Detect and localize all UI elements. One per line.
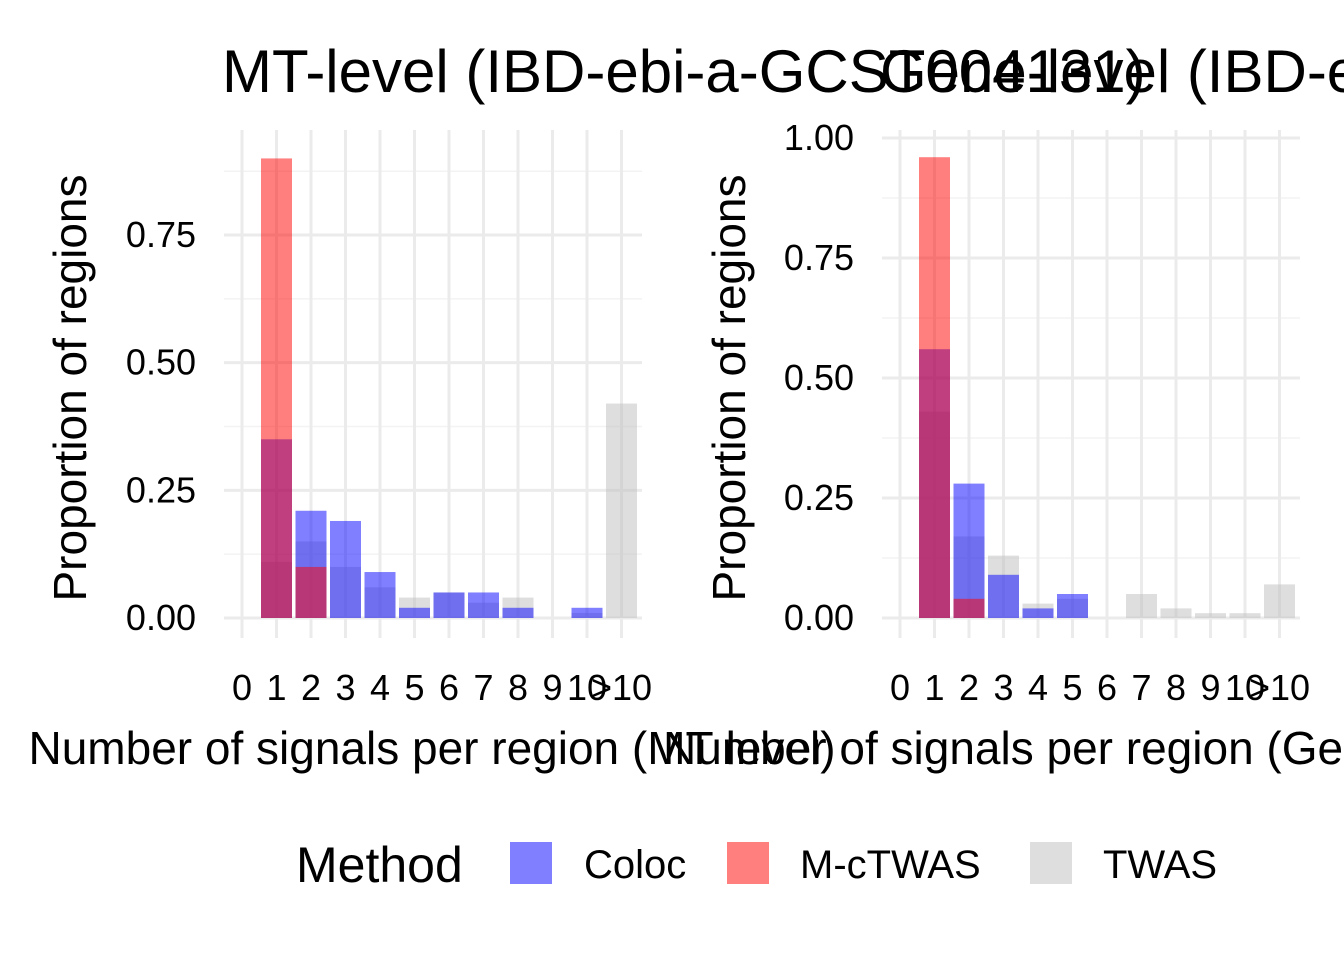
bar-coloc-8 <box>502 607 534 618</box>
bar-coloc-5 <box>399 607 430 618</box>
bar-coloc-5 <box>1057 594 1088 618</box>
legend-label: Coloc <box>584 843 686 887</box>
y-tick-label: 0.00 <box>126 597 196 638</box>
bar-m-ctwas-1 <box>261 158 292 618</box>
x-tick-label: 5 <box>404 667 424 708</box>
x-tick-label: 1 <box>266 667 286 708</box>
x-tick-label: 4 <box>1028 667 1048 708</box>
y-axis-title: Proportion of regions <box>703 174 755 601</box>
x-tick-label: 0 <box>232 667 252 708</box>
x-tick-label: 5 <box>1062 667 1082 708</box>
legend-key-m-ctwas <box>727 842 769 884</box>
legend-title: Method <box>296 837 463 893</box>
x-tick-label: 1 <box>924 667 944 708</box>
x-tick-label: 3 <box>335 667 355 708</box>
bar-m-ctwas-1 <box>919 157 950 618</box>
x-tick-label: 7 <box>1131 667 1151 708</box>
x-tick-label: 3 <box>993 667 1013 708</box>
x-tick-label: 8 <box>1166 667 1186 708</box>
y-axis-title: Proportion of regions <box>44 174 96 601</box>
bar-twas-9 <box>1195 613 1226 618</box>
bar-m-ctwas-2 <box>953 598 985 618</box>
chart-title: Gene-level (IBD-ebi-a-GCST004131) <box>880 38 1344 105</box>
x-tick-label: 7 <box>473 667 493 708</box>
x-tick-label: 6 <box>439 667 459 708</box>
bar-twas-gt10 <box>606 403 637 618</box>
x-tick-label: >10 <box>1249 667 1310 708</box>
bar-coloc-10 <box>571 607 603 618</box>
x-tick-label: 6 <box>1097 667 1117 708</box>
y-tick-label: 0.75 <box>126 214 196 255</box>
y-tick-label: 0.50 <box>784 357 854 398</box>
legend: Method Coloc M-cTWAS TWAS <box>296 837 1217 893</box>
y-tick-label: 1.00 <box>784 117 854 158</box>
legend-label: M-cTWAS <box>800 843 981 887</box>
chart-title: MT-level (IBD-ebi-a-GCST004131) <box>222 38 1146 105</box>
chart-panel-2: 0.00 0.25 0.50 0.75 1.00 0 1 2 3 4 5 6 7 8 9 10>10 Propo… <box>663 38 1344 774</box>
y-tick-label: 0.50 <box>126 342 196 383</box>
x-tick-label: 9 <box>542 667 562 708</box>
x-tick-label: 2 <box>959 667 979 708</box>
bar-twas-10 <box>1229 613 1261 618</box>
bar-twas-8 <box>1160 608 1192 618</box>
chart-panel-1: 0.000.250.500.750 1 2 3 4 5 6 7 8 9 10>10Proportio… <box>28 38 1145 774</box>
y-tick-label: 0.75 <box>784 237 854 278</box>
x-axis-title: Number of signals per region (MT level) <box>28 722 835 774</box>
x-tick-label: 2 <box>301 667 321 708</box>
legend-key-coloc <box>510 842 552 884</box>
x-axis-title: Number of signals per region (Gene level… <box>663 722 1344 774</box>
bar-coloc-3 <box>988 574 1019 618</box>
bar-coloc-4 <box>1022 608 1054 618</box>
bar-twas-7 <box>1126 594 1157 618</box>
y-tick-label: 0.00 <box>784 597 854 638</box>
bar-coloc-2 <box>953 483 985 618</box>
bar-coloc-4 <box>364 572 396 618</box>
y-tick-label: 0.25 <box>784 477 854 518</box>
x-tick-label: 10 <box>567 667 607 708</box>
bar-coloc-3 <box>330 520 361 618</box>
x-tick-label: 4 <box>370 667 390 708</box>
y-tick-label: 0.25 <box>126 469 196 510</box>
bar-coloc-7 <box>468 592 499 618</box>
x-tick-label: 0 <box>890 667 910 708</box>
legend-key-twas <box>1030 842 1072 884</box>
x-tick-label: 9 <box>1200 667 1220 708</box>
x-tick-label: >10 <box>591 667 652 708</box>
legend-label: TWAS <box>1103 843 1217 887</box>
x-tick-label: 8 <box>508 667 528 708</box>
bar-coloc-6 <box>433 592 465 618</box>
bar-m-ctwas-2 <box>295 566 327 618</box>
x-tick-label: 10 <box>1225 667 1265 708</box>
bar-twas-gt10 <box>1264 584 1295 618</box>
